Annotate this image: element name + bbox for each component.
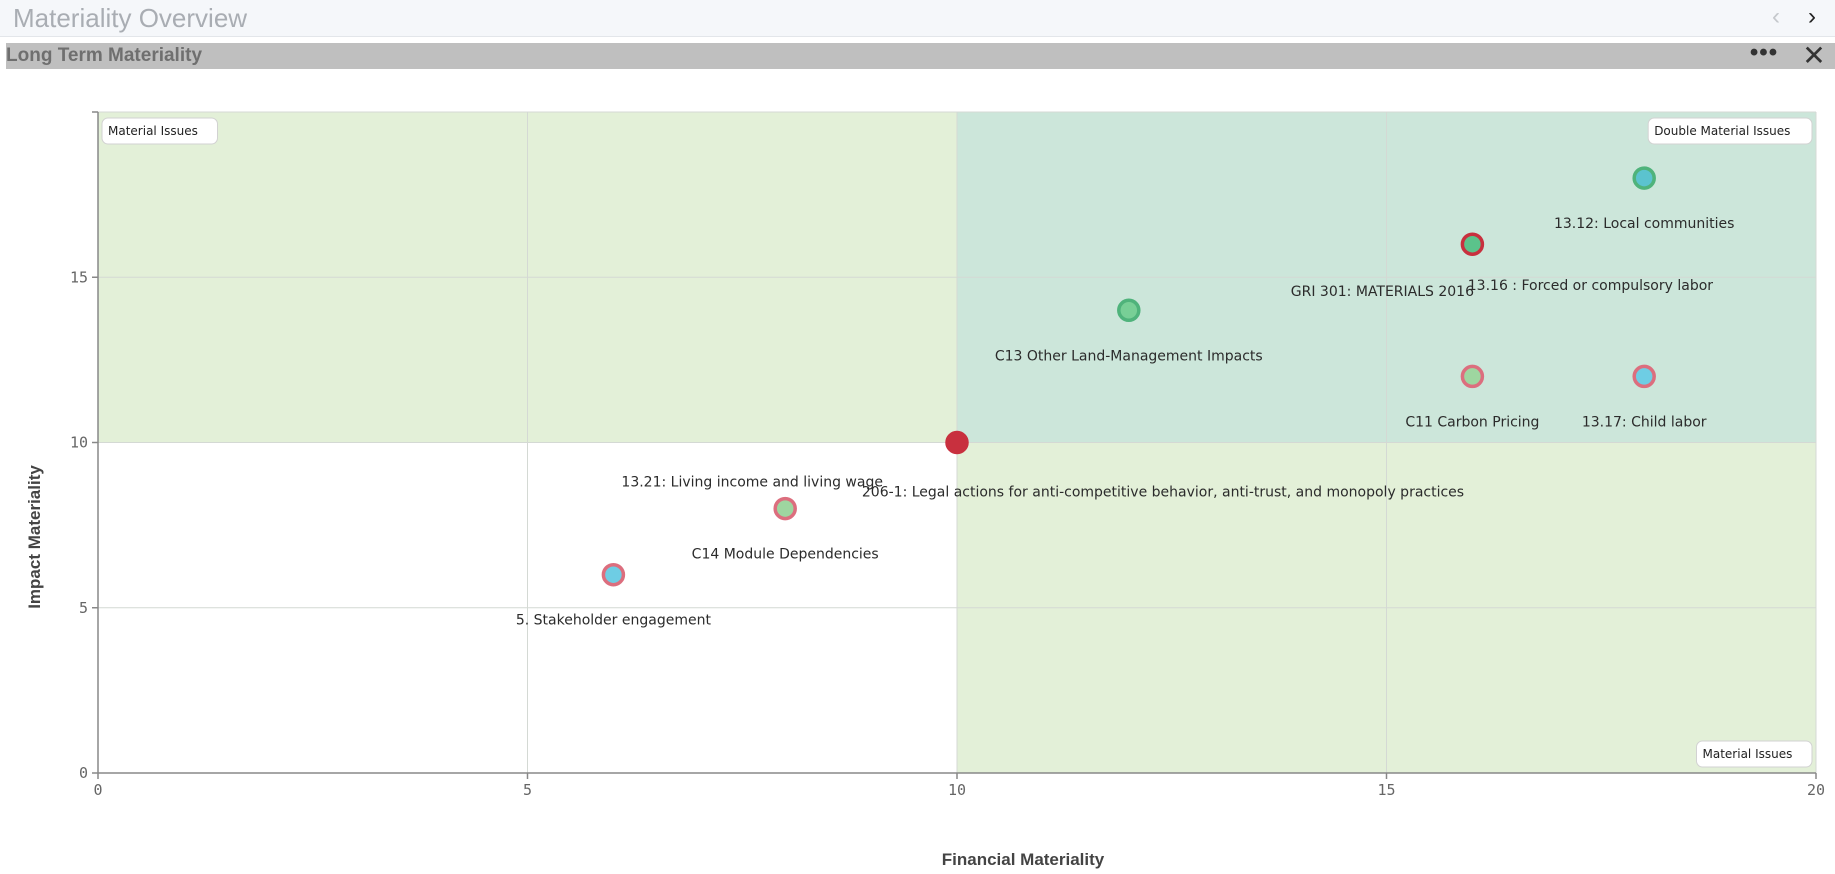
quadrant-label-text: Material Issues bbox=[108, 124, 198, 138]
data-point[interactable] bbox=[601, 562, 626, 587]
y-tick-label: 0 bbox=[79, 764, 88, 782]
scatter-chart[interactable]: 0 5 10 15 20 0 5 10 15 Financial Materiality Impac… bbox=[0, 70, 1835, 874]
close-icon[interactable]: ✕ bbox=[1802, 40, 1826, 71]
data-point-label: 13.21: Living income and living wage bbox=[621, 475, 883, 491]
chevron-right-icon[interactable]: › bbox=[1808, 3, 1816, 30]
data-point-label: 5. Stakeholder engagement bbox=[516, 613, 712, 629]
data-point[interactable] bbox=[1632, 364, 1656, 389]
quadrant-label-text: Double Material Issues bbox=[1654, 124, 1790, 138]
quadrant-label-box bbox=[1647, 117, 1813, 145]
more-options-icon[interactable]: ••• bbox=[1749, 39, 1779, 66]
x-tick-label: 5 bbox=[523, 781, 532, 799]
quadrant-label-box bbox=[1696, 740, 1813, 768]
data-point-label: C11 Carbon Pricing bbox=[1405, 414, 1539, 430]
y-tick-label: 15 bbox=[70, 268, 88, 286]
chevron-left-icon[interactable]: ‹ bbox=[1772, 3, 1780, 30]
data-point[interactable] bbox=[945, 430, 969, 455]
data-point-label: 13.12: Local communities bbox=[1554, 216, 1734, 232]
x-tick-label: 20 bbox=[1807, 781, 1825, 799]
data-point-label: 13.16 : Forced or compulsory labor bbox=[1468, 278, 1714, 294]
panel-title: Long Term Materiality bbox=[6, 45, 203, 66]
y-axis-title: Impact Materiality bbox=[25, 465, 44, 609]
quadrant-label-text: Material Issues bbox=[1703, 747, 1793, 761]
sheet-header: Materiality Overview ‹ › bbox=[0, 0, 1835, 37]
data-point[interactable] bbox=[773, 496, 797, 521]
quadrant-label: Double Material Issues bbox=[1647, 117, 1813, 145]
x-tick-label: 15 bbox=[1377, 781, 1395, 799]
data-point[interactable] bbox=[1117, 298, 1141, 323]
data-point-label: GRI 301: MATERIALS 2016 bbox=[1291, 284, 1474, 300]
data-point-label: C14 Module Dependencies bbox=[692, 547, 879, 563]
x-axis-title: Financial Materiality bbox=[942, 850, 1105, 869]
x-tick-label: 0 bbox=[93, 781, 102, 799]
data-point-label: 13.17: Child labor bbox=[1582, 414, 1707, 430]
quadrant-label: Material Issues bbox=[1696, 740, 1813, 768]
data-point[interactable] bbox=[1460, 364, 1485, 389]
y-tick-label: 5 bbox=[79, 599, 88, 617]
panel-header: Long Term Materiality ••• ✕ bbox=[6, 39, 1835, 71]
data-point-label: C13 Other Land-Management Impacts bbox=[995, 348, 1263, 364]
quadrant-label: Material Issues bbox=[101, 117, 218, 145]
data-point[interactable] bbox=[1632, 166, 1656, 190]
x-tick-label: 10 bbox=[948, 781, 966, 799]
y-tick-label: 10 bbox=[70, 434, 88, 452]
data-point-label: 206-1: Legal actions for anti-competitiv… bbox=[862, 485, 1464, 501]
data-point[interactable] bbox=[1460, 232, 1485, 256]
sheet-title: Materiality Overview bbox=[13, 3, 248, 33]
quadrant-label-box bbox=[101, 117, 218, 145]
